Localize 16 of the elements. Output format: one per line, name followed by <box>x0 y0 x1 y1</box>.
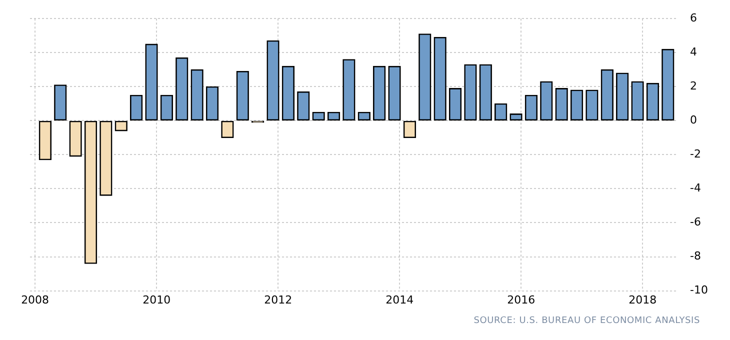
y-tick-label: -2 <box>690 148 701 161</box>
x-tick-label: 2018 <box>628 293 657 306</box>
y-tick-label: 6 <box>690 11 698 24</box>
x-tick-label: 2016 <box>507 293 536 306</box>
y-tick-label: -8 <box>690 250 702 263</box>
y-tick-label: -10 <box>690 284 708 297</box>
y-tick-label: 2 <box>690 80 698 93</box>
y-tick-label: -4 <box>690 182 702 195</box>
y-tick-label: -6 <box>690 216 702 229</box>
y-tick-label: 4 <box>690 45 698 58</box>
x-tick-label: 2012 <box>264 293 292 306</box>
source-note: SOURCE: U.S. BUREAU OF ECONOMIC ANALYSIS <box>472 316 700 326</box>
x-tick-label: 2008 <box>21 293 50 306</box>
y-tick-label: 0 <box>690 114 698 127</box>
x-tick-label: 2014 <box>386 293 414 306</box>
x-tick-label: 2010 <box>142 293 171 306</box>
